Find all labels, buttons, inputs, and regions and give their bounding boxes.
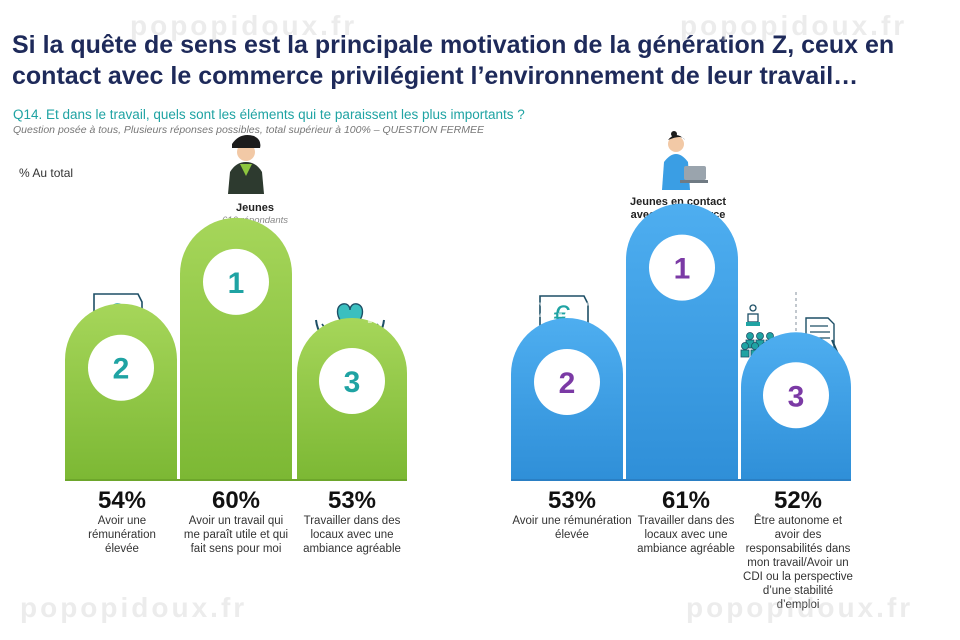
watermark-bottom-right: popopidoux.fr xyxy=(686,592,914,623)
panel-1-rank-2: 1 xyxy=(228,267,245,300)
unit-label: % Au total xyxy=(19,166,74,180)
panel-1-value-1: 54% xyxy=(97,487,147,514)
question-note: Question posée à tous, Plusieurs réponse… xyxy=(13,124,484,136)
panel-2-rank-circle-3 xyxy=(763,362,829,429)
watermark-bottom-left: popopidoux.fr xyxy=(20,592,248,623)
panel-2-rank-1: 2 xyxy=(559,367,576,400)
panel-2-rank-3: 3 xyxy=(788,380,805,413)
panel-1-label-3: Travailler dans des locaux avec une ambi… xyxy=(303,515,401,555)
panel-1-rank-circle-3 xyxy=(319,348,385,414)
panel-1-value-2: 60% xyxy=(211,487,261,514)
question-text: Q14. Et dans le travail, quels sont les … xyxy=(13,107,525,122)
panel-1-respondents: 616 répondants xyxy=(221,215,289,226)
panel-2-label-2: Travailler dans des locaux avec une ambi… xyxy=(637,515,735,555)
panel-1-label-1: Avoir une rémunération élevée xyxy=(88,515,156,555)
panel-1-rank-circle-2 xyxy=(203,248,269,315)
panel-1-label-2: Avoir un travail qui me paraît utile et … xyxy=(183,515,289,555)
watermark-center: popopidoux.fr xyxy=(366,292,594,323)
panel-2-rank-2: 1 xyxy=(674,253,691,286)
page-title: Si la quête de sens est la principale mo… xyxy=(12,30,952,92)
panel-2-rank-circle-1 xyxy=(534,349,600,415)
watermark-top: popopidoux.fr xyxy=(130,10,358,41)
panel-2-label-1: Avoir une rémunération élevée xyxy=(512,515,632,541)
panel-2-value-1: 53% xyxy=(547,487,597,514)
title-line-2: contact avec le commerce privilégient l’… xyxy=(12,62,859,90)
watermark-top-right: popopidoux.fr xyxy=(680,10,908,41)
panel-1-rank-1: 2 xyxy=(113,353,130,386)
panel-1-rank-circle-1 xyxy=(88,334,154,401)
panel-2-value-2: 61% xyxy=(661,487,711,514)
young-person-icon xyxy=(228,135,264,194)
panel-1-name: Jeunes xyxy=(236,202,274,214)
panel-2-value-3: 52% xyxy=(773,487,823,514)
title-line-1: Si la quête de sens est la principale mo… xyxy=(12,31,895,59)
person-laptop-icon xyxy=(662,131,708,190)
panel-2-label-3: Être autonome et avoir des responsabilit… xyxy=(743,515,853,611)
panel-2-rank-circle-2 xyxy=(649,234,715,301)
panel-1-rank-3: 3 xyxy=(344,366,361,399)
panel-1-value-3: 53% xyxy=(327,487,377,514)
